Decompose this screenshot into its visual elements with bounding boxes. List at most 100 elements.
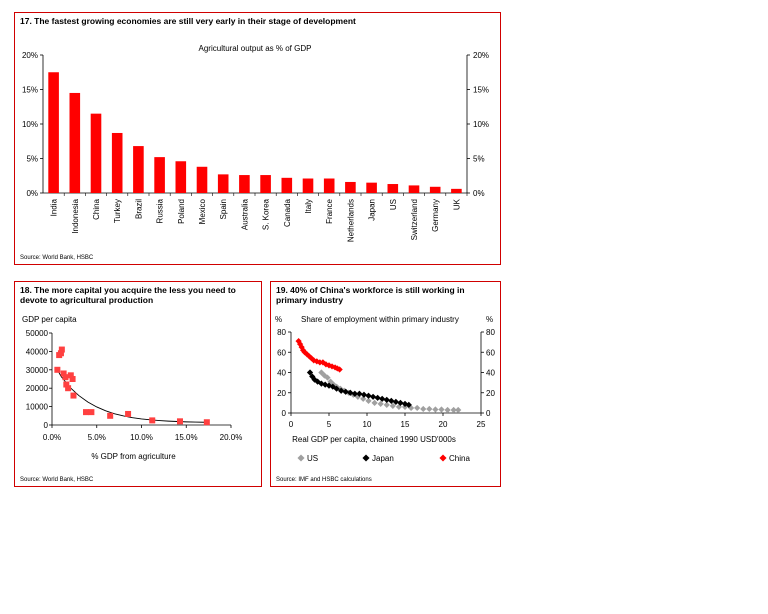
chart19-point-us — [455, 406, 462, 414]
chart19-xtick-label: 10 — [363, 420, 372, 429]
chart18-point — [54, 366, 61, 373]
chart19-ytick-label-right: 60 — [486, 348, 495, 357]
chart18-ylabel: GDP per capita — [22, 315, 77, 324]
chart18-point — [60, 370, 67, 377]
chart19-ytick-label: 20 — [277, 389, 286, 398]
chart17-svg: Agricultural output as % of GDP 0% 0% 5% 5% 1… — [22, 44, 489, 242]
chart17-panel: 17. The fastest growing economies are st… — [14, 12, 501, 265]
chart19-ytick-label: 0 — [282, 409, 287, 418]
chart19-legend-label-japan: Japan — [372, 454, 394, 463]
chart18-point — [107, 412, 114, 419]
chart17-bar-india — [48, 72, 59, 193]
chart17-bar-italy — [302, 178, 314, 193]
chart17-source: Source: World Bank, HSBC — [20, 255, 94, 261]
chart17-xtick-label: Indonesia — [71, 198, 80, 233]
chart17-bar-france — [323, 178, 335, 193]
chart18-ytick-label: 20000 — [26, 384, 49, 393]
chart17-bar-turkey — [111, 132, 123, 193]
chart19-point-japan — [388, 397, 395, 404]
chart17-ytick-label: 10% — [22, 120, 38, 129]
chart17-ytick-label: 15% — [22, 86, 38, 95]
chart18-xtick-label: 0.0% — [43, 433, 61, 442]
chart17-bar-china — [90, 113, 102, 193]
chart19-xtick-label: 15 — [401, 420, 410, 429]
chart19-legend-label-china: China — [449, 454, 470, 463]
chart18-ytick-label: 40000 — [26, 347, 49, 356]
chart18-xtick-label: 10.0% — [130, 433, 153, 442]
chart18-point — [65, 385, 72, 392]
chart17-xtick-label: Switzerland — [410, 199, 419, 240]
chart17-bar-netherlands — [345, 181, 356, 193]
chart19-xlabel: Real GDP per capita, chained 1990 USD'00… — [292, 435, 456, 444]
chart17-xtick-label: Netherlands — [346, 199, 355, 242]
chart17-bar-australia — [239, 175, 250, 193]
chart17-xtick-label: UK — [452, 198, 461, 210]
chart17-xtick-label: Mexico — [198, 198, 207, 224]
chart19-source: Source: IMF and HSBC calculations — [276, 477, 372, 483]
chart17-xtick-label: India — [50, 198, 59, 216]
chart18-svg: GDP per capita 0 10000 20000 30000 40000 50000… — [22, 315, 243, 461]
chart17-bar-japan — [366, 182, 377, 193]
chart19-point-japan — [365, 392, 372, 399]
chart19-ytick-label: 60 — [277, 348, 286, 357]
chart19-unit-right: % — [486, 315, 493, 324]
chart17-bar-brazil — [133, 146, 144, 193]
chart19-point-us — [432, 406, 439, 413]
chart18-ytick-label: 30000 — [26, 366, 49, 375]
chart17-ytick-label-right: 15% — [473, 86, 489, 95]
chart17-bar-s-korea — [260, 175, 271, 193]
chart17-bar-canada — [281, 177, 293, 193]
chart18-xtick-label: 20.0% — [220, 433, 243, 442]
chart18-ytick-label: 50000 — [26, 329, 49, 338]
chart18-panel: 18. The more capital you acquire the les… — [14, 281, 262, 487]
chart19-point-japan — [360, 391, 368, 398]
chart19-title: 19. 40% of China's workforce is still wo… — [276, 285, 465, 305]
chart17-xtick-label: Japan — [368, 199, 377, 221]
chart17-ytick-label: 5% — [26, 155, 38, 164]
chart19-point-japan — [347, 389, 354, 396]
chart19-point-us — [426, 405, 433, 413]
chart17-xtick-label: Germany — [431, 199, 440, 232]
chart17-subtitle: Agricultural output as % of GDP — [199, 44, 312, 53]
chart17-xtick-label: France — [325, 198, 334, 223]
chart17-xtick-label: US — [389, 199, 398, 210]
chart17-xtick-label: Poland — [177, 199, 186, 224]
chart19-point-japan — [306, 369, 314, 376]
chart18-point — [88, 409, 95, 416]
chart19-ytick-label-right: 80 — [486, 328, 495, 337]
chart19-legend-marker-china — [439, 454, 447, 462]
chart19-point-us — [420, 405, 427, 413]
chart18-point — [203, 419, 210, 426]
chart19-ytick-label-right: 20 — [486, 389, 495, 398]
chart19-svg: % % Share of employment within primary ind… — [275, 315, 495, 463]
chart19-ytick-label: 80 — [277, 328, 286, 337]
chart17-bar-germany — [429, 186, 441, 193]
chart17-bar-uk — [451, 188, 462, 193]
chart19-point-japan — [383, 396, 390, 403]
chart18-xlabel: % GDP from agriculture — [91, 452, 176, 461]
chart18-point — [125, 410, 132, 417]
chart18-ytick-label: 10000 — [26, 403, 49, 412]
chart18-point — [83, 409, 90, 416]
chart19-point-japan — [369, 393, 377, 400]
chart19-legend-label-us: US — [307, 454, 318, 463]
chart18-point — [176, 418, 183, 425]
chart19-ytick-label-right: 0 — [486, 409, 491, 418]
chart17-ytick-label-right: 10% — [473, 120, 489, 129]
chart17-ytick-label-right: 20% — [473, 51, 489, 60]
chart19-point-us — [377, 400, 384, 407]
chart19-point-us — [438, 406, 445, 413]
chart17-ytick-label: 0% — [26, 189, 38, 198]
chart17-bar-spain — [217, 174, 229, 193]
chart17-title: 17. The fastest growing economies are st… — [20, 16, 356, 26]
chart18-point — [149, 417, 156, 424]
chart17-xtick-label: Australia — [240, 198, 249, 230]
chart17-bar-russia — [154, 157, 165, 193]
chart18-source: Source: World Bank, HSBC — [20, 477, 94, 483]
chart19-unit-left: % — [275, 315, 282, 324]
chart19-point-us — [414, 404, 421, 412]
chart17-bar-mexico — [196, 166, 208, 193]
chart19-ytick-label-right: 40 — [486, 369, 495, 378]
chart18-point — [62, 374, 69, 381]
chart19-panel: 19. 40% of China's workforce is still wo… — [270, 281, 501, 487]
